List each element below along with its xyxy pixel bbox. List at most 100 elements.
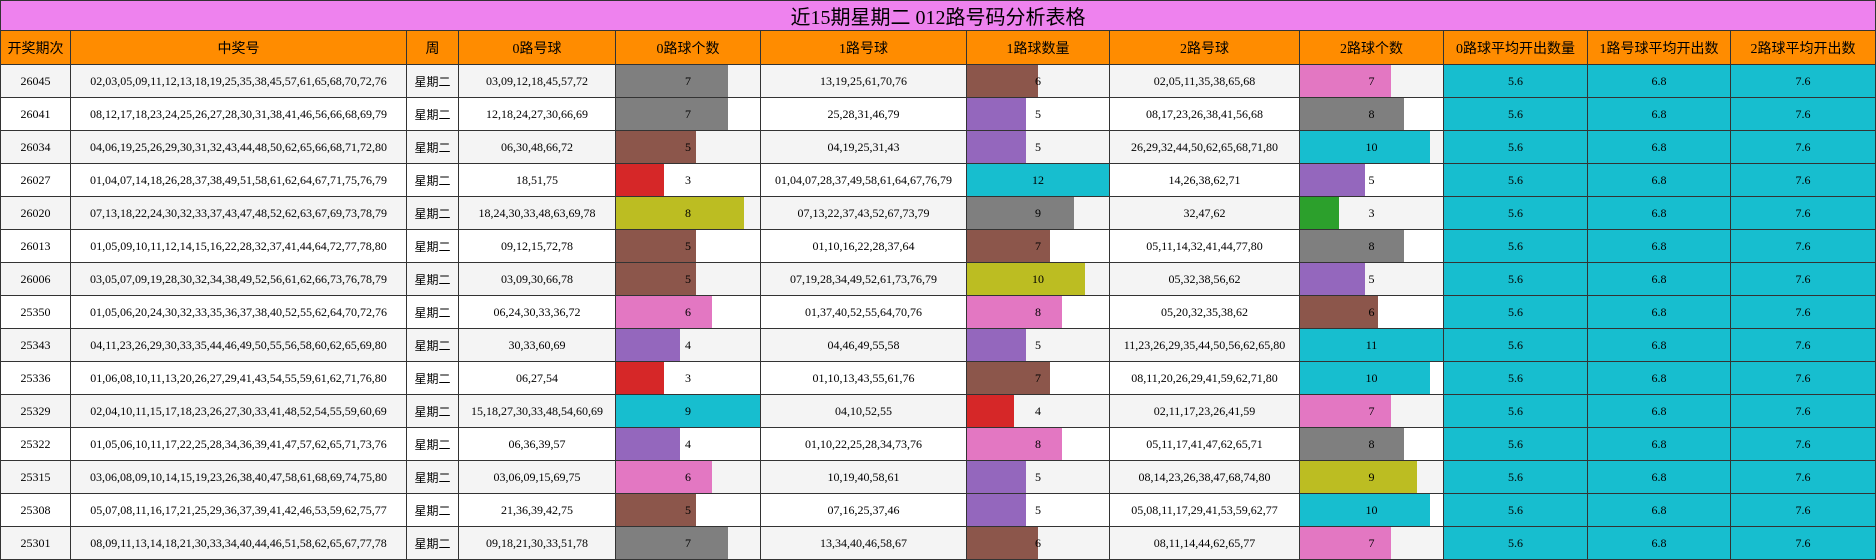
- mean-cell: 7.6: [1731, 428, 1876, 461]
- count-bar: [967, 461, 1027, 493]
- table-cell: 5: [967, 494, 1110, 527]
- table-cell: 星期二: [407, 296, 459, 329]
- mean-cell: 6.8: [1588, 362, 1731, 395]
- table-cell: 5: [967, 329, 1110, 362]
- mean-cell: 5.6: [1444, 527, 1588, 560]
- mean-cell: 7.6: [1731, 65, 1876, 98]
- table-cell: 26020: [0, 197, 71, 230]
- table-cell: 星期二: [407, 329, 459, 362]
- table-cell: 星期二: [407, 395, 459, 428]
- count-bar: [616, 428, 680, 460]
- table-cell: 01,05,06,10,11,17,22,25,28,34,36,39,41,4…: [71, 428, 407, 461]
- table-cell: 26027: [0, 164, 71, 197]
- table-cell: 01,04,07,28,37,49,58,61,64,67,76,79: [761, 164, 967, 197]
- mean-cell: 5.6: [1444, 230, 1588, 263]
- mean-cell: 7.6: [1731, 461, 1876, 494]
- table-cell: 25343: [0, 329, 71, 362]
- count-bar: [616, 263, 696, 295]
- mean-cell: 7.6: [1731, 296, 1876, 329]
- table-cell: 7: [1300, 527, 1444, 560]
- table-cell: 08,17,23,26,38,41,56,68: [1110, 98, 1300, 131]
- mean-cell: 6.8: [1588, 296, 1731, 329]
- count-bar: [967, 197, 1074, 229]
- table-cell: 07,16,25,37,46: [761, 494, 967, 527]
- count-bar: [967, 263, 1086, 295]
- table-cell: 5: [616, 131, 761, 164]
- table-cell: 06,36,39,57: [459, 428, 616, 461]
- table-cell: 02,05,11,35,38,65,68: [1110, 65, 1300, 98]
- table-cell: 3: [616, 362, 761, 395]
- table-cell: 6: [967, 527, 1110, 560]
- count-label: 5: [685, 271, 691, 286]
- mean-cell: 5.6: [1444, 494, 1588, 527]
- table-cell: 01,04,07,14,18,26,28,37,38,49,51,58,61,6…: [71, 164, 407, 197]
- table-title: 近15期星期二 012路号码分析表格: [0, 0, 1876, 31]
- count-label: 10: [1365, 370, 1378, 385]
- table-cell: 02,11,17,23,26,41,59: [1110, 395, 1300, 428]
- table-cell: 26034: [0, 131, 71, 164]
- column-header: 0路球个数: [616, 31, 761, 65]
- table-cell: 3: [1300, 197, 1444, 230]
- mean-cell: 6.8: [1588, 230, 1731, 263]
- count-label: 4: [685, 436, 691, 451]
- count-bar: [1300, 65, 1391, 97]
- column-header: 开奖期次: [0, 31, 71, 65]
- column-header: 1路球数量: [967, 31, 1110, 65]
- mean-cell: 5.6: [1444, 395, 1588, 428]
- table-cell: 星期二: [407, 428, 459, 461]
- mean-cell: 5.6: [1444, 428, 1588, 461]
- count-label: 8: [1368, 106, 1375, 121]
- mean-cell: 7.6: [1731, 329, 1876, 362]
- table-cell: 08,14,23,26,38,47,68,74,80: [1110, 461, 1300, 494]
- mean-cell: 7.6: [1731, 494, 1876, 527]
- mean-cell: 6.8: [1588, 461, 1731, 494]
- table-cell: 13,19,25,61,70,76: [761, 65, 967, 98]
- table-cell: 4: [967, 395, 1110, 428]
- count-bar: [967, 65, 1038, 97]
- table-cell: 04,46,49,55,58: [761, 329, 967, 362]
- count-bar: [967, 98, 1027, 130]
- table-cell: 星期二: [407, 362, 459, 395]
- table-cell: 10: [1300, 362, 1444, 395]
- mean-cell: 7.6: [1731, 263, 1876, 296]
- mean-cell: 6.8: [1588, 131, 1731, 164]
- count-bar: [616, 494, 696, 526]
- count-bar: [1300, 197, 1339, 229]
- table-cell: 26,29,32,44,50,62,65,68,71,80: [1110, 131, 1300, 164]
- count-bar: [1300, 494, 1430, 526]
- count-bar: [616, 65, 728, 97]
- count-label: 6: [1035, 73, 1041, 88]
- count-bar: [967, 329, 1027, 361]
- mean-cell: 6.8: [1588, 164, 1731, 197]
- table-cell: 10: [1300, 494, 1444, 527]
- count-bar: [1300, 428, 1404, 460]
- column-header: 2路球个数: [1300, 31, 1444, 65]
- table-cell: 3: [616, 164, 761, 197]
- table-cell: 26013: [0, 230, 71, 263]
- table-cell: 05,11,14,32,41,44,77,80: [1110, 230, 1300, 263]
- table-cell: 8: [967, 428, 1110, 461]
- table-cell: 星期二: [407, 527, 459, 560]
- count-label: 8: [1035, 436, 1041, 451]
- column-header: 1路号球: [761, 31, 967, 65]
- count-label: 4: [1035, 403, 1041, 418]
- count-label: 10: [1365, 139, 1378, 154]
- mean-cell: 6.8: [1588, 263, 1731, 296]
- table-cell: 8: [1300, 428, 1444, 461]
- table-cell: 13,34,40,46,58,67: [761, 527, 967, 560]
- count-label: 12: [1032, 172, 1044, 187]
- table-cell: 25336: [0, 362, 71, 395]
- mean-cell: 6.8: [1588, 65, 1731, 98]
- table-cell: 星期二: [407, 494, 459, 527]
- table-cell: 12,18,24,27,30,66,69: [459, 98, 616, 131]
- count-bar: [967, 428, 1062, 460]
- mean-cell: 7.6: [1731, 527, 1876, 560]
- count-bar: [616, 527, 728, 559]
- table-cell: 26045: [0, 65, 71, 98]
- count-bar: [616, 164, 664, 196]
- count-label: 7: [1368, 73, 1375, 88]
- table-cell: 星期二: [407, 65, 459, 98]
- count-bar: [967, 527, 1038, 559]
- table-cell: 26006: [0, 263, 71, 296]
